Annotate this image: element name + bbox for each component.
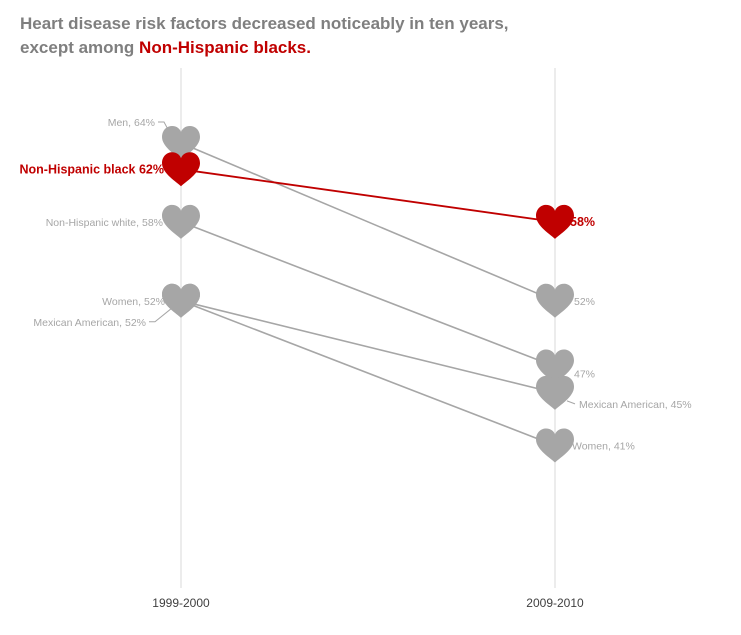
heart-icon [162, 204, 200, 239]
title-line-1: Heart disease risk factors decreased not… [20, 14, 509, 33]
category-label: 2009-2010 [526, 596, 584, 610]
title-line-2-prefix: except among [20, 38, 140, 57]
heart-icon [536, 349, 574, 384]
heart-icon [536, 204, 574, 239]
axes [180, 68, 556, 588]
data-label-end: 52% [574, 296, 595, 308]
data-label-start: Men, 64% [108, 117, 155, 129]
category-labels: 1999-2000 2009-2010 [152, 596, 584, 610]
data-label-end: 58% [570, 215, 595, 229]
heart-icon [162, 283, 200, 318]
heart-icon [536, 283, 574, 318]
data-label-start: Non-Hispanic black 62% [20, 162, 165, 176]
data-label-end: Women, 41% [572, 440, 635, 452]
data-labels: Men, 64% 52% Non-Hispanic black 62% 58% Non-… [20, 117, 692, 452]
chart-title: Heart disease risk factors decreased not… [20, 12, 720, 60]
label-leader-line [149, 308, 172, 323]
label-leader-line [566, 400, 576, 405]
heart-icon [536, 428, 574, 463]
heart-markers [162, 126, 574, 463]
title-highlight: Non-Hispanic blacks. [139, 38, 311, 57]
label-leaders [149, 121, 576, 405]
data-label-end: 47% [574, 369, 595, 381]
series-line [180, 142, 556, 302]
data-label-end: Mexican American, 45% [579, 399, 692, 411]
series-lines [180, 142, 556, 447]
series-line [180, 300, 556, 447]
series-line [180, 168, 556, 223]
category-label: 1999-2000 [152, 596, 210, 610]
heart-icon [162, 152, 200, 187]
title-line-2: except among Non-Hispanic blacks. [20, 36, 720, 60]
series-line [180, 221, 556, 368]
data-label-start: Women, 52% [102, 296, 165, 308]
heart-icon [536, 375, 574, 410]
data-label-start: Non-Hispanic white, 58% [46, 217, 163, 229]
heart-icon [162, 126, 200, 160]
data-label-start: Mexican American, 52% [33, 317, 146, 329]
series-line [180, 300, 556, 394]
